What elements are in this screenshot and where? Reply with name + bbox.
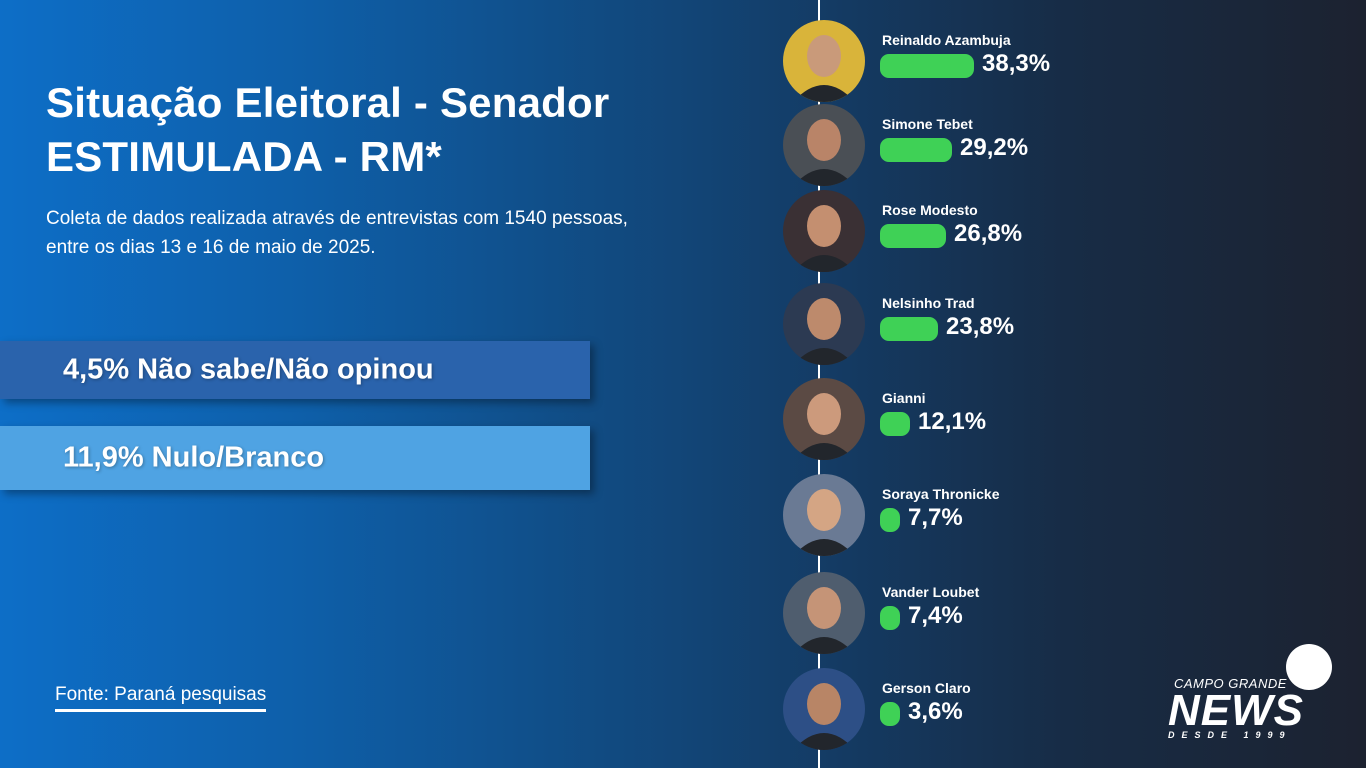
candidate-row-rose-modesto: Rose Modesto 26,8% bbox=[783, 190, 1183, 274]
logo-top-text: CAMPO GRANDE bbox=[1174, 676, 1287, 691]
title-line-2: ESTIMULADA - RM* bbox=[46, 133, 442, 180]
vote-percentage: 29,2% bbox=[960, 134, 1029, 161]
candidate-photo bbox=[783, 283, 865, 365]
candidate-name: Rose Modesto bbox=[882, 202, 978, 218]
candidate-photo bbox=[783, 668, 865, 750]
candidate-photo bbox=[783, 474, 865, 556]
logo-sub-text: DESDE 1999 bbox=[1168, 730, 1292, 740]
candidate-photo bbox=[783, 104, 865, 186]
candidate-name: Soraya Thronicke bbox=[882, 486, 1000, 502]
vote-bar bbox=[880, 224, 946, 248]
candidate-name: Nelsinho Trad bbox=[882, 295, 975, 311]
campo-grande-news-logo: CAMPO GRANDE NEWS DESDE 1999 bbox=[1162, 644, 1342, 744]
logo-main-text: NEWS bbox=[1168, 686, 1304, 735]
logo-dot bbox=[1286, 644, 1332, 690]
vote-percentage: 3,6% bbox=[908, 698, 963, 725]
vote-bar bbox=[880, 317, 938, 341]
candidate-name: Vander Loubet bbox=[882, 584, 980, 600]
title-line-1: Situação Eleitoral - Senador bbox=[46, 79, 610, 126]
candidate-row-vander-loubet: Vander Loubet 7,4% bbox=[783, 572, 1183, 656]
candidate-photo bbox=[783, 572, 865, 654]
candidate-row-gerson-claro: Gerson Claro 3,6% bbox=[783, 668, 1183, 752]
vote-percentage: 7,4% bbox=[908, 602, 963, 629]
vote-percentage: 38,3% bbox=[982, 50, 1051, 77]
vote-bar bbox=[880, 412, 910, 436]
candidate-photo bbox=[783, 378, 865, 460]
source-note: Fonte: Paraná pesquisas bbox=[55, 684, 267, 712]
candidate-photo bbox=[783, 190, 865, 272]
candidate-row-soraya-thronicke: Soraya Thronicke 7,7% bbox=[783, 474, 1183, 558]
candidate-row-nelsinho-trad: Nelsinho Trad 23,8% bbox=[783, 283, 1183, 367]
candidate-row-gianni: Gianni 12,1% bbox=[783, 378, 1183, 462]
nulo-branco-bar: 11,9% Nulo/Branco bbox=[0, 426, 590, 490]
vote-percentage: 26,8% bbox=[954, 220, 1023, 247]
vote-bar bbox=[880, 138, 952, 162]
vote-percentage: 23,8% bbox=[946, 313, 1015, 340]
vote-bar bbox=[880, 54, 974, 78]
nao-sabe-bar: 4,5% Não sabe/Não opinou bbox=[0, 341, 590, 399]
vote-percentage: 12,1% bbox=[918, 408, 987, 435]
candidate-name: Gianni bbox=[882, 390, 926, 406]
vote-bar bbox=[880, 508, 900, 532]
candidate-name: Reinaldo Azambuja bbox=[882, 32, 1011, 48]
candidate-name: Simone Tebet bbox=[882, 116, 973, 132]
vote-bar bbox=[880, 606, 900, 630]
vote-percentage: 7,7% bbox=[908, 504, 963, 531]
nao-sabe-label: 4,5% Não sabe/Não opinou bbox=[63, 353, 434, 386]
page-title: Situação Eleitoral - Senador ESTIMULADA … bbox=[46, 76, 609, 184]
vote-bar bbox=[880, 702, 900, 726]
description-line-2: entre os dias 13 e 16 de maio de 2025. bbox=[46, 237, 376, 258]
candidate-row-simone-tebet: Simone Tebet 29,2% bbox=[783, 104, 1183, 188]
survey-description: Coleta de dados realizada através de ent… bbox=[46, 204, 746, 262]
description-line-1: Coleta de dados realizada através de ent… bbox=[46, 208, 628, 229]
candidate-name: Gerson Claro bbox=[882, 680, 971, 696]
nulo-branco-label: 11,9% Nulo/Branco bbox=[63, 441, 325, 474]
candidate-row-reinaldo-azambuja: Reinaldo Azambuja 38,3% bbox=[783, 20, 1183, 104]
candidate-photo bbox=[783, 20, 865, 102]
